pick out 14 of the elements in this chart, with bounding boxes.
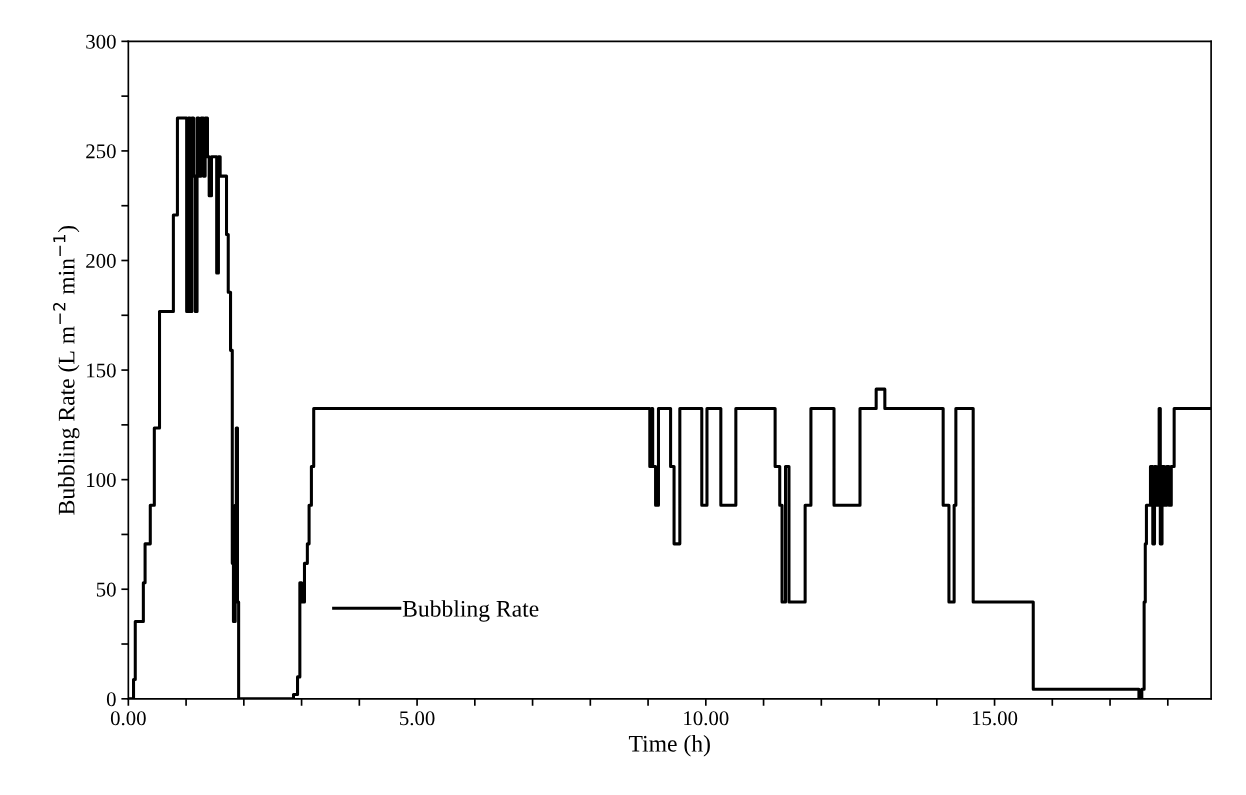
y-tick-label: 250 <box>86 144 116 159</box>
x-tick-label: 15.00 <box>972 711 1018 726</box>
x-tick-label: 5.00 <box>400 711 435 726</box>
y-tick-label: 300 <box>86 34 116 49</box>
y-axis-title: Bubbling Rate (L m$^{−2}$ min$^{−1}$) <box>53 225 80 515</box>
y-tick-label: 50 <box>96 582 116 597</box>
x-tick-label: 10.00 <box>684 711 729 726</box>
y-tick-label: 100 <box>87 473 116 488</box>
x-tick-label: 0.00 <box>110 711 146 726</box>
x-axis-title: Time (h) <box>628 735 710 757</box>
y-tick-label: 150 <box>87 363 116 378</box>
y-tick-label: 0 <box>106 692 116 707</box>
y-tick-label: 200 <box>86 253 116 268</box>
legend-label: Bubbling Rate <box>402 600 539 622</box>
